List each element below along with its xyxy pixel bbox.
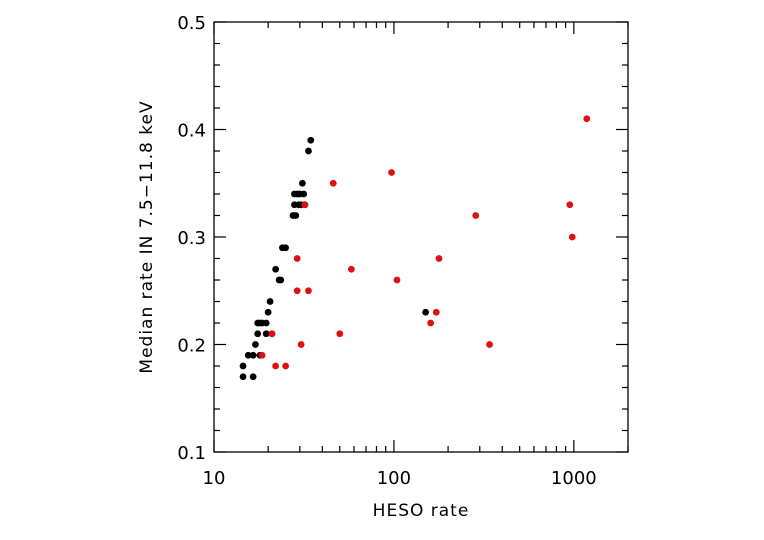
red-data-point <box>258 351 266 359</box>
black-data-point <box>422 308 430 316</box>
y-axis-label: Median rate IN 7.5−11.8 keV <box>137 100 157 373</box>
red-data-point <box>282 362 289 370</box>
x-tick-label: 1000 <box>551 468 597 489</box>
red-data-point <box>566 201 574 209</box>
y-tick-label: 0.3 <box>177 228 206 249</box>
x-axis-label: HESO rate <box>373 501 470 521</box>
black-data-point <box>305 147 312 155</box>
y-tick-label: 0.2 <box>177 336 206 357</box>
red-data-point <box>568 233 576 241</box>
red-data-point <box>272 362 280 370</box>
red-data-point <box>393 276 401 284</box>
red-data-point <box>305 287 312 295</box>
red-data-point <box>347 265 355 273</box>
red-data-point <box>432 308 440 316</box>
red-data-point <box>297 341 305 348</box>
black-data-point <box>262 319 270 327</box>
x-tick-label: 10 <box>203 468 226 489</box>
black-data-point <box>300 190 308 198</box>
red-data-point <box>268 330 276 338</box>
plot-frame <box>213 21 629 453</box>
data-points <box>239 115 591 381</box>
red-data-point <box>293 255 301 262</box>
black-data-point <box>239 362 247 370</box>
black-data-point <box>249 373 257 381</box>
red-data-point <box>427 319 435 327</box>
black-data-point <box>244 351 252 359</box>
black-data-point <box>292 212 300 219</box>
red-data-point <box>301 201 309 209</box>
red-data-point <box>329 179 337 187</box>
red-data-point <box>336 330 344 338</box>
red-data-point <box>435 255 443 262</box>
black-data-point <box>264 308 272 316</box>
black-data-point <box>239 373 247 381</box>
axis-tick-labels: 10 100 1000 0.1 0.2 0.3 0.4 0.5 <box>177 13 596 489</box>
red-data-point <box>583 115 591 123</box>
red-data-point <box>472 212 480 219</box>
black-data-point <box>252 341 259 348</box>
black-data-point <box>307 136 315 144</box>
red-data-point <box>486 341 493 348</box>
black-data-point <box>277 276 285 284</box>
black-data-point <box>266 298 274 305</box>
black-data-point <box>299 179 306 187</box>
black-data-point <box>249 351 257 359</box>
red-data-point <box>293 287 301 295</box>
axis-ticks <box>213 21 629 453</box>
black-data-point <box>272 265 280 273</box>
red-data-point <box>388 169 395 176</box>
black-data-point <box>262 330 270 338</box>
y-tick-label: 0.4 <box>177 121 206 142</box>
y-tick-label: 0.1 <box>177 443 206 464</box>
x-tick-label: 100 <box>377 468 411 489</box>
y-tick-label: 0.5 <box>177 13 206 34</box>
black-data-point <box>254 330 262 338</box>
black-data-point <box>282 244 289 252</box>
